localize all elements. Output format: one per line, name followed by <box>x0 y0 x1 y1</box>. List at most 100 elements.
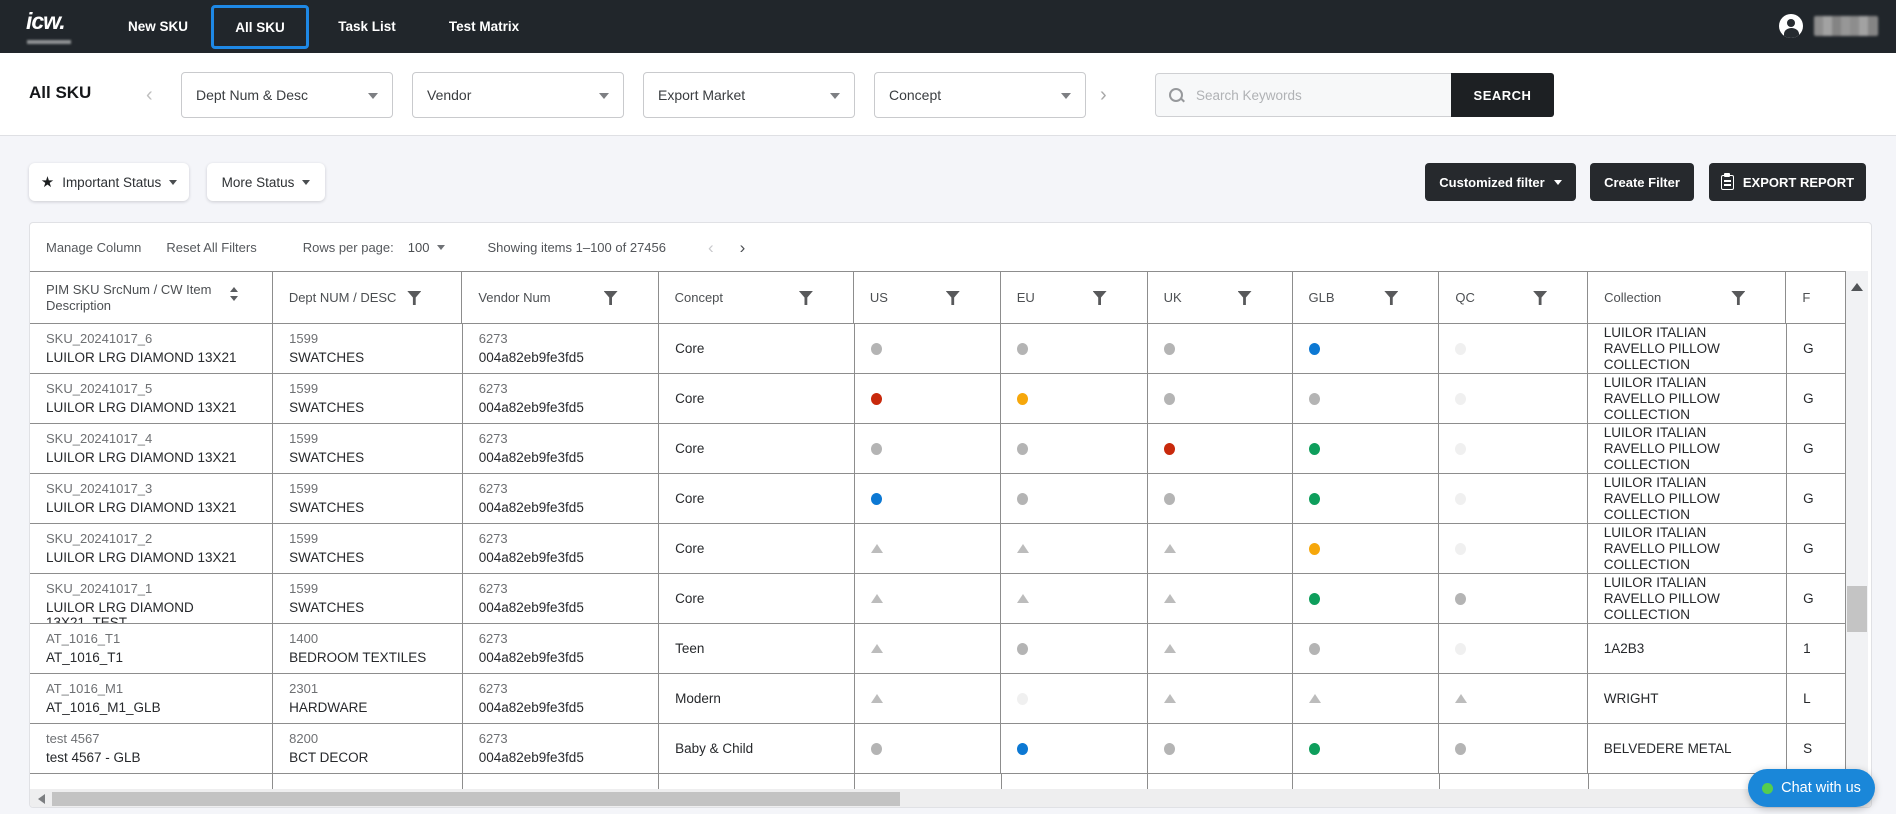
table-row[interactable]: AT_1016_T1 AT_1016_T1 1400 BEDROOM TEXTILES… <box>30 623 1846 673</box>
search-area: Search Keywords SEARCH <box>1155 73 1554 117</box>
horizontal-scrollbar[interactable] <box>30 789 1871 807</box>
column-header-vendor-num[interactable]: Vendor Num <box>462 272 659 323</box>
vertical-scrollbar-thumb[interactable] <box>1847 586 1867 632</box>
cell-status-us <box>855 524 1002 573</box>
filters-scroll-left-icon[interactable]: ‹ <box>146 84 153 106</box>
rows-per-page-select[interactable]: 100 <box>408 240 446 255</box>
column-header-eu[interactable]: EU <box>1001 272 1148 323</box>
cell-sku-description-line2: LUILOR LRG DIAMOND 13X21 <box>46 450 237 465</box>
create-filter-button[interactable]: Create Filter <box>1590 163 1694 201</box>
filter-funnel-icon[interactable] <box>1533 291 1548 305</box>
caret-down-icon <box>368 93 378 99</box>
scroll-up-icon[interactable] <box>1851 283 1863 291</box>
cell-status-uk <box>1148 724 1293 773</box>
filter-funnel-icon[interactable] <box>798 291 813 305</box>
top-navbar: icw. New SKU All SKU Task List Test Matrix <box>0 0 1896 53</box>
table-row[interactable]: AT_1016_M1 AT_1016_M1_GLB 2301 HARDWARE 6273… <box>30 673 1846 723</box>
manage-column-button[interactable]: Manage Column <box>46 239 142 255</box>
cell-vendor-line1: 6273 <box>478 581 508 596</box>
column-header-f[interactable]: F <box>1786 272 1846 323</box>
filter-dropdown-concept[interactable]: Concept <box>874 72 1086 118</box>
cell-status-us <box>855 674 1002 723</box>
column-header-label: QC <box>1455 289 1475 305</box>
cell-sku-description: SKU_20241017_2 LUILOR LRG DIAMOND 13X21 <box>30 524 274 573</box>
column-header-uk[interactable]: UK <box>1148 272 1293 323</box>
column-header-label: PIM SKU SrcNum / CW Item Description <box>46 281 212 313</box>
cell-status-qc <box>1439 624 1588 673</box>
filter-funnel-icon[interactable] <box>407 291 422 305</box>
filter-funnel-icon[interactable] <box>1237 291 1252 305</box>
filter-funnel-icon[interactable] <box>1731 291 1746 305</box>
filter-funnel-icon[interactable] <box>945 291 960 305</box>
table-row[interactable]: SKU_20241017_4 LUILOR LRG DIAMOND 13X21 15… <box>30 423 1846 473</box>
customized-filter-button[interactable]: Customized filter <box>1425 163 1576 201</box>
status-triangle-icon <box>1163 644 1176 653</box>
cell-status-uk <box>1148 424 1293 473</box>
column-header-collection[interactable]: Collection <box>1588 272 1787 323</box>
table-row[interactable]: SKU_20241017_3 LUILOR LRG DIAMOND 13X21 15… <box>30 473 1846 523</box>
next-page-button[interactable]: › <box>739 237 746 257</box>
reset-all-filters-button[interactable]: Reset All Filters <box>166 239 257 255</box>
cell-status-us <box>855 374 1002 423</box>
cell-status-us <box>855 474 1002 523</box>
caret-down-icon <box>302 179 311 185</box>
cell-status-eu <box>1001 724 1148 773</box>
table-row[interactable]: SKU_20241017_6 LUILOR LRG DIAMOND 13X21 15… <box>30 323 1846 373</box>
tab-task-list[interactable]: Task List <box>338 19 396 34</box>
cell-empty <box>1148 774 1294 789</box>
cell-status-glb <box>1293 624 1440 673</box>
column-header-pim-sku-srcnum-cw-item-description[interactable]: PIM SKU SrcNum / CW Item Description <box>30 272 273 323</box>
cell-vendor-line1: 6273 <box>478 681 508 696</box>
cell-sku-description-line2: test 4567 - GLB <box>46 750 141 765</box>
column-header-dept-num-desc[interactable]: Dept NUM / DESC <box>273 272 463 323</box>
status-triangle-icon <box>870 644 883 653</box>
more-status-button[interactable]: More Status <box>207 163 325 201</box>
tab-test-matrix[interactable]: Test Matrix <box>448 19 520 34</box>
cell-vendor-line2: 004a82eb9fe3fd5 <box>478 350 584 365</box>
cell-sku-description-line2: LUILOR LRG DIAMOND 13X21 <box>46 400 237 415</box>
status-dot-light <box>1455 442 1467 455</box>
cell-status-qc <box>1439 674 1588 723</box>
table-row[interactable]: SKU_20241017_1 LUILOR LRG DIAMOND 13X21_T… <box>30 573 1846 623</box>
user-avatar-icon[interactable] <box>1779 14 1803 38</box>
caret-down-icon <box>437 244 446 250</box>
scroll-left-icon[interactable] <box>38 794 45 804</box>
cell-dept-line2: SWATCHES <box>289 400 365 415</box>
tab-new-sku[interactable]: New SKU <box>127 19 188 34</box>
status-dot-blue <box>1308 342 1320 355</box>
search-button[interactable]: SEARCH <box>1451 73 1554 117</box>
chat-label: Chat with us <box>1781 780 1861 796</box>
column-header-glb[interactable]: GLB <box>1293 272 1440 323</box>
cell-dept-line2: SWATCHES <box>289 550 365 565</box>
table-row[interactable]: SKU_20241017_2 LUILOR LRG DIAMOND 13X21 15… <box>30 523 1846 573</box>
sort-icon[interactable] <box>229 287 238 301</box>
filter-funnel-icon[interactable] <box>603 291 618 305</box>
cell-concept: Baby & Child <box>659 724 855 773</box>
cell-sku-description-line1: SKU_20241017_2 <box>46 531 153 546</box>
filter-funnel-icon[interactable] <box>1384 291 1399 305</box>
search-input[interactable]: Search Keywords <box>1155 73 1451 117</box>
filter-dropdown-export-market[interactable]: Export Market <box>643 72 855 118</box>
column-header-concept[interactable]: Concept <box>659 272 854 323</box>
customized-filter-label: Customized filter <box>1439 174 1545 190</box>
cell-concept: Core <box>659 524 855 573</box>
filter-dropdown-vendor[interactable]: Vendor <box>412 72 624 118</box>
chat-with-us-button[interactable]: Chat with us <box>1748 769 1875 807</box>
status-dot-gray <box>870 442 882 455</box>
tab-all-sku[interactable]: All SKU <box>211 5 309 49</box>
important-status-button[interactable]: ★ Important Status <box>29 163 189 201</box>
cell-status-glb <box>1293 324 1440 373</box>
column-header-us[interactable]: US <box>854 272 1001 323</box>
column-header-qc[interactable]: QC <box>1439 272 1589 323</box>
table-row[interactable]: test 4567 test 4567 - GLB 8200 BCT DECOR 627… <box>30 723 1846 773</box>
filter-dropdown-dept-num-desc[interactable]: Dept Num & Desc <box>181 72 393 118</box>
vertical-scrollbar[interactable] <box>1846 271 1868 789</box>
table-body: SKU_20241017_6 LUILOR LRG DIAMOND 13X21 15… <box>30 323 1846 789</box>
horizontal-scrollbar-thumb[interactable] <box>52 792 900 806</box>
table-row[interactable]: SKU_20241017_5 LUILOR LRG DIAMOND 13X21 15… <box>30 373 1846 423</box>
filter-funnel-icon[interactable] <box>1092 291 1107 305</box>
cell-status-glb <box>1293 574 1440 623</box>
export-report-button[interactable]: EXPORT REPORT <box>1709 163 1866 201</box>
filters-scroll-right-icon[interactable]: › <box>1100 84 1107 106</box>
prev-page-button[interactable]: ‹ <box>707 237 714 257</box>
